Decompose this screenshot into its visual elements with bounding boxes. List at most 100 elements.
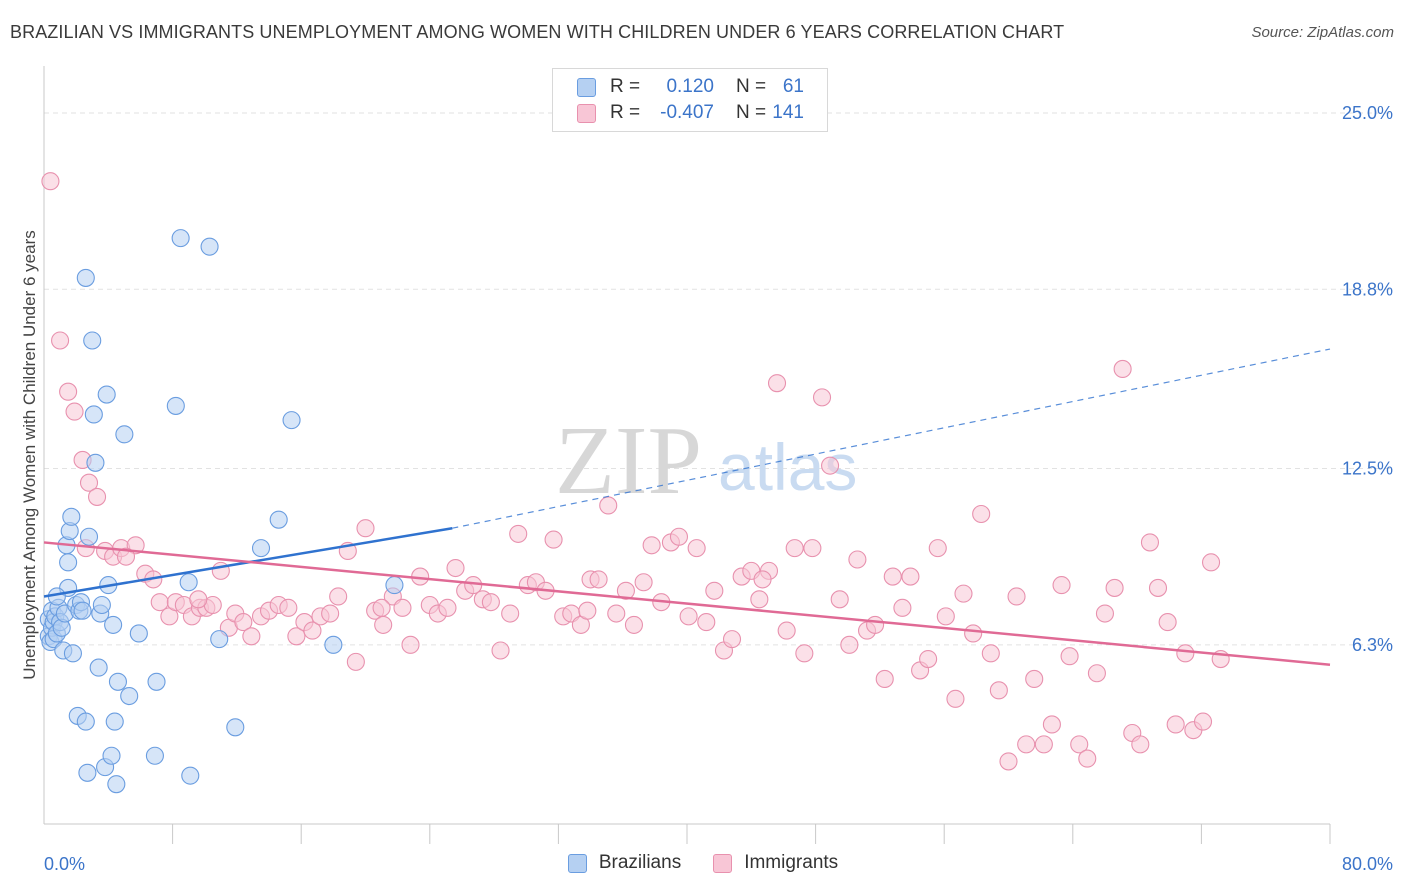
- immigrants-trend-line: [43, 541, 1331, 666]
- immigrants-point: [501, 604, 520, 623]
- immigrants-point: [883, 567, 902, 586]
- y-tick-label: 6.3%: [1352, 635, 1393, 655]
- immigrants-point: [821, 456, 840, 475]
- n-label: N =: [736, 102, 767, 123]
- immigrants-point: [544, 530, 563, 549]
- brazilians-point: [78, 763, 97, 782]
- immigrants-point: [1105, 578, 1124, 597]
- r-value: 0.120: [666, 76, 714, 97]
- immigrants-point: [1052, 576, 1071, 595]
- immigrants-point: [634, 573, 653, 592]
- brazilians-point: [179, 573, 198, 592]
- brazilians-point: [181, 766, 200, 785]
- immigrants-point: [642, 536, 661, 555]
- pink-swatch: [713, 853, 733, 873]
- brazilians-point: [282, 411, 301, 430]
- x-tick-label-max: 80.0%: [1342, 854, 1393, 874]
- immigrants-point: [697, 613, 716, 632]
- immigrants-point: [901, 567, 920, 586]
- immigrants-point: [599, 496, 618, 515]
- legend-row-brazilians: R = 0.120 N = 61: [577, 75, 804, 99]
- immigrants-point: [65, 402, 84, 421]
- immigrants-point: [928, 539, 947, 558]
- immigrants-point: [1042, 715, 1061, 734]
- brazilians-point: [76, 268, 95, 287]
- brazilians-points: [39, 229, 404, 794]
- immigrants-point: [401, 635, 420, 654]
- immigrants-point: [830, 590, 849, 609]
- immigrants-point: [321, 604, 340, 623]
- blue-swatch: [567, 853, 587, 873]
- immigrants-point: [785, 539, 804, 558]
- immigrants-point: [303, 621, 322, 640]
- brazilians-point: [83, 331, 102, 350]
- y-axis-label: Unemployment Among Women with Children U…: [20, 230, 39, 679]
- brazilians-point: [89, 658, 108, 677]
- immigrants-point: [1148, 578, 1168, 597]
- immigrants-point: [777, 621, 796, 640]
- immigrants-point: [87, 487, 107, 506]
- immigrants-point: [964, 624, 983, 643]
- immigrants-point: [242, 627, 261, 646]
- immigrants-point: [687, 539, 706, 558]
- r-label: R =: [610, 102, 641, 123]
- immigrants-point: [59, 382, 78, 401]
- immigrants-point: [41, 172, 60, 191]
- brazilians-point: [108, 672, 127, 691]
- n-label: N =: [736, 76, 767, 97]
- immigrants-point: [1017, 735, 1036, 754]
- brazilians-point: [226, 718, 245, 737]
- immigrants-point: [578, 601, 597, 620]
- immigrants-point: [1201, 553, 1221, 572]
- immigrants-point: [79, 473, 99, 492]
- immigrants-point: [750, 590, 769, 609]
- brazilians-point: [147, 672, 166, 691]
- immigrants-point: [1176, 644, 1195, 663]
- immigrants-point: [866, 615, 885, 634]
- legend-item-immigrants: Immigrants: [713, 852, 838, 874]
- brazilians-point: [171, 229, 190, 248]
- immigrants-point: [981, 644, 1000, 663]
- immigrants-point: [356, 519, 375, 538]
- brazilians-point: [102, 746, 121, 765]
- brazilians-point: [62, 507, 81, 526]
- immigrants-point: [1034, 735, 1053, 754]
- immigrants-point: [616, 581, 635, 600]
- brazilians-point: [86, 453, 105, 472]
- immigrants-point: [279, 598, 298, 617]
- y-tick-label: 12.5%: [1342, 458, 1393, 478]
- legend-label-brazilians: Brazilians: [598, 852, 682, 873]
- immigrants-point: [875, 669, 894, 689]
- immigrants-point: [1060, 647, 1079, 666]
- brazilians-point: [73, 601, 92, 620]
- immigrants-point: [607, 604, 626, 623]
- immigrants-point: [954, 584, 973, 603]
- axes: [43, 66, 1331, 844]
- immigrants-point: [893, 598, 912, 617]
- source-label: Source: ZipAtlas.com: [1251, 24, 1394, 41]
- immigrants-point: [1158, 613, 1177, 632]
- immigrants-point: [1007, 587, 1026, 606]
- y-tick-label: 25.0%: [1342, 103, 1393, 123]
- immigrants-point: [679, 607, 698, 626]
- immigrants-point: [936, 607, 955, 626]
- immigrants-point: [372, 598, 391, 617]
- r-value: -0.407: [660, 102, 714, 123]
- brazilians-point: [145, 746, 164, 765]
- watermark-zip: ZIP: [555, 407, 702, 515]
- immigrants-point: [1140, 533, 1160, 552]
- brazilians-point: [129, 624, 148, 643]
- immigrants-point: [589, 570, 608, 589]
- brazilians-point: [63, 644, 82, 663]
- immigrants-point: [989, 681, 1008, 700]
- immigrants-point: [722, 630, 742, 649]
- brazilians-point: [92, 595, 111, 615]
- immigrants-point: [848, 550, 867, 569]
- immigrants-point: [1131, 735, 1150, 754]
- brazilians-point: [385, 576, 404, 595]
- brazilians-point: [105, 712, 124, 731]
- immigrants-point: [374, 615, 393, 634]
- r-label: R =: [610, 76, 641, 97]
- immigrants-point: [946, 689, 965, 708]
